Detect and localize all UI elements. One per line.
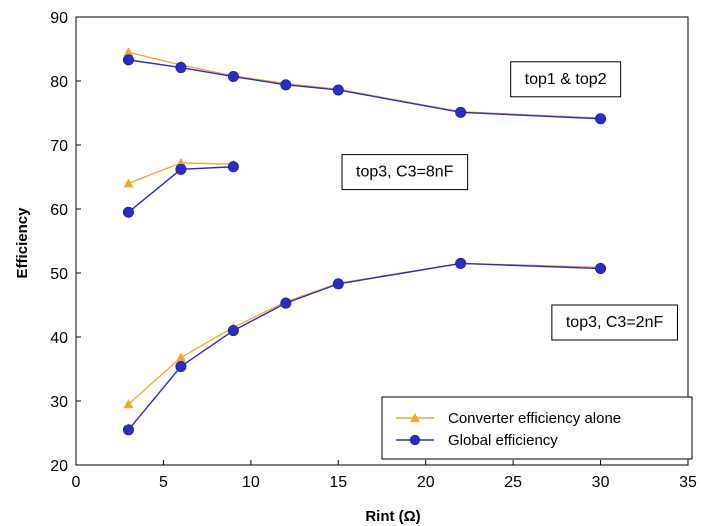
data-point-circle [455,257,467,269]
series-global [122,161,239,218]
data-point-circle [227,71,239,83]
legend: Converter efficiency alone Global efficie… [381,396,693,460]
annotation: top3, C3=8nF [341,154,469,191]
data-point-circle [595,263,607,275]
y-tick-label: 70 [50,138,68,155]
data-point-circle [280,297,292,309]
annotation-box [510,61,622,98]
annotation: top3, C3=2nF [551,304,678,341]
series-global [122,54,607,125]
x-tick-label: 5 [159,474,168,491]
y-tick-label: 90 [50,10,68,27]
data-point-circle [332,278,344,290]
data-point-triangle [123,47,134,57]
data-point-triangle [175,352,186,362]
annotation-label: top3, C3=8nF [356,164,454,181]
legend-box [381,396,693,460]
legend-entry: Global efficiency [396,432,558,449]
annotation-label: top1 & top2 [525,71,607,88]
y-tick-label: 30 [50,394,68,411]
legend-entry: Converter efficiency alone [396,410,621,427]
annotation-label: top3, C3=2nF [566,314,664,331]
annotation-layer: top1 & top2 top3, C3=8nF top3, C3=2nF [341,61,678,341]
series-converter [123,258,606,409]
data-point-circle [122,206,134,218]
legend-label: Global efficiency [448,432,558,449]
data-point-circle [280,79,292,91]
y-tick-label: 20 [50,458,68,475]
series-global [122,257,607,436]
x-tick-label: 20 [417,474,435,491]
plot-frame [75,16,689,466]
data-point-circle [227,325,239,337]
data-point-circle [175,163,187,175]
series-line [128,262,601,405]
x-tick-label: 15 [329,474,347,491]
annotation-box [551,304,678,341]
data-point-circle [332,84,344,96]
y-tick-label: 40 [50,330,68,347]
y-tick-label: 80 [50,74,68,91]
y-tick-label: 50 [50,266,68,283]
data-point-circle [122,54,134,66]
legend-marker-triangle [410,413,420,422]
axes: 0 5 10 15 20 25 30 35 20 30 40 50 60 70 80 90 [50,10,697,491]
y-tick-label: 60 [50,202,68,219]
x-tick-label: 10 [242,474,260,491]
x-axis-title: Rint (Ω) [365,508,420,525]
x-tick-label: 35 [679,474,697,491]
data-point-circle [175,62,187,74]
data-point-circle [227,161,239,173]
x-tick-label: 30 [592,474,610,491]
data-point-triangle [123,399,134,409]
data-point-circle [122,424,134,436]
data-point-circle [175,360,187,372]
y-axis-title: Efficiency [14,207,31,279]
data-point-circle [455,106,467,118]
annotation-box [341,154,469,191]
x-tick-label: 25 [504,474,522,491]
x-tick-label: 0 [72,474,81,491]
legend-label: Converter efficiency alone [448,410,621,427]
annotation: top1 & top2 [510,61,622,98]
data-point-circle [595,113,607,125]
series-layer [122,47,607,436]
data-point-triangle [123,178,134,188]
legend-marker-circle [409,434,421,446]
